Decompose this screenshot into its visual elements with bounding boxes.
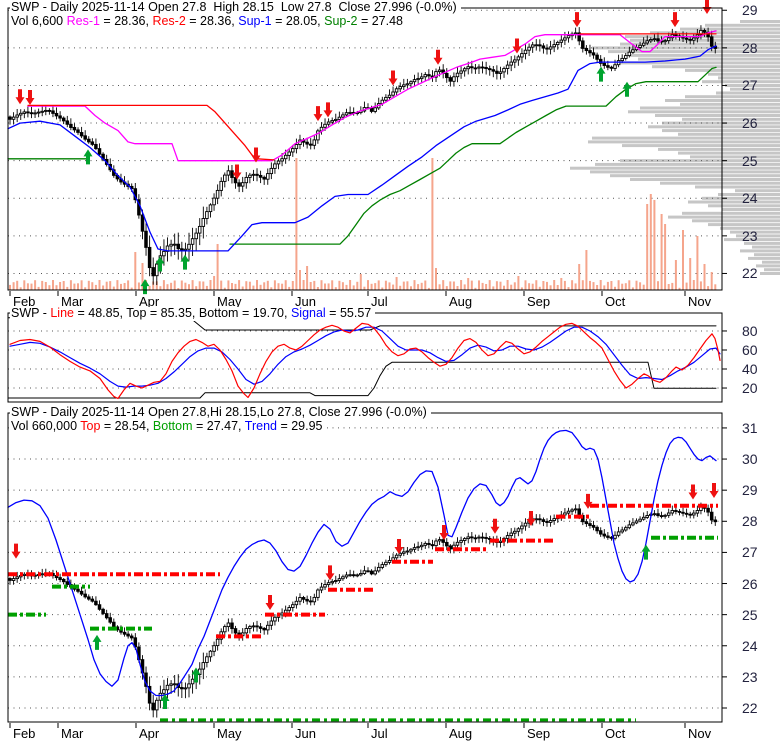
- panel2-title-line: SWP - Line = 48.85, Top = 85.35, Bottom …: [10, 306, 376, 321]
- trend-value: = 29.95: [276, 418, 323, 433]
- panel3-title-line1: SWP - Daily 2025-11-14 Open 27.8,Hi 28.1…: [10, 405, 431, 420]
- sup1-label: Sup-1: [238, 13, 272, 28]
- top-label: Top: [80, 418, 101, 433]
- trend-label: Trend: [244, 418, 277, 433]
- panel1-vol-label: Vol 6,600: [11, 13, 67, 28]
- price-chart-plot[interactable]: [8, 8, 722, 290]
- sup2-value: = 27.48: [357, 13, 403, 28]
- osc-signal-label: Signal: [290, 306, 326, 320]
- bottom-label: Bottom: [152, 418, 193, 433]
- oscillator-plot[interactable]: [8, 313, 722, 402]
- osc-signal-value: = 55.57: [325, 306, 372, 320]
- panel1-title-line1: SWP - Daily 2025-11-14 Open 27.8 High 28…: [10, 0, 461, 15]
- panel3-title: SWP - Daily 2025-11-14 Open 27.8,Hi 28.1…: [10, 405, 431, 433]
- osc-line-label: Line: [50, 306, 74, 320]
- res1-label: Res-1: [66, 13, 100, 28]
- res1-value: = 28.36,: [99, 13, 153, 28]
- panel3-vol-label: Vol 660,000: [11, 418, 81, 433]
- res2-label: Res-2: [152, 13, 186, 28]
- osc-values: = 48.85, Top = 85.35, Bottom = 19.70,: [74, 306, 291, 320]
- sup1-value: = 28.05,: [271, 13, 325, 28]
- top-value: = 28.54,: [100, 418, 153, 433]
- cycle-chart-plot[interactable]: [8, 413, 722, 722]
- bottom-value: = 27.47,: [192, 418, 245, 433]
- panel2-title: SWP - Line = 48.85, Top = 85.35, Bottom …: [10, 306, 376, 321]
- panel1-title: SWP - Daily 2025-11-14 Open 27.8 High 28…: [10, 0, 461, 28]
- panel3-title-line2: Vol 660,000 Top = 28.54, Bottom = 27.47,…: [10, 418, 327, 433]
- res2-value: = 28.36,: [185, 13, 239, 28]
- sup2-label: Sup-2: [324, 13, 358, 28]
- panel2-symbol: SWP -: [11, 306, 51, 320]
- panel1-title-line2: Vol 6,600 Res-1 = 28.36, Res-2 = 28.36, …: [10, 13, 407, 28]
